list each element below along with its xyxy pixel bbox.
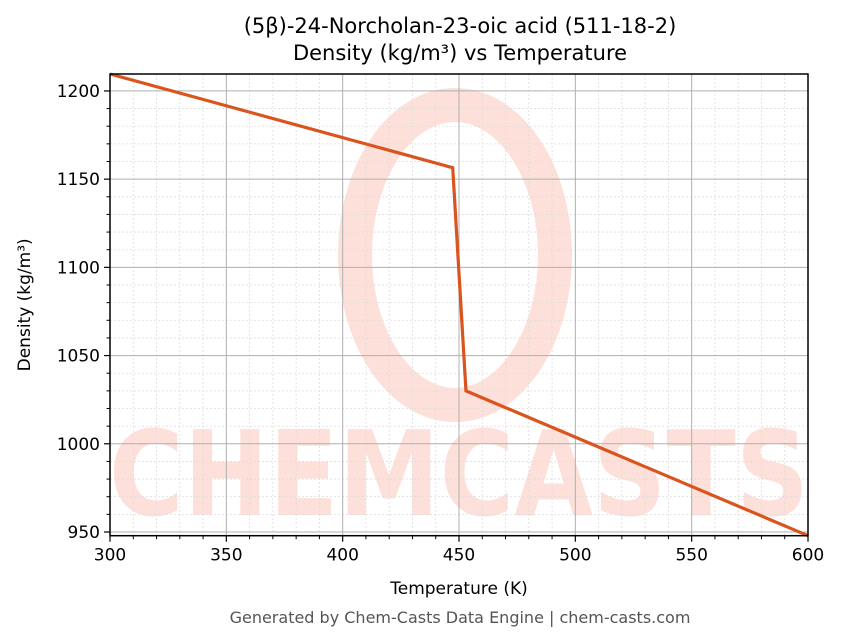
- chart-subtitle: Density (kg/m³) vs Temperature: [292, 41, 628, 65]
- y-tick-labels: 950 1000 1050 1100 1150 1200: [57, 82, 100, 543]
- y-tick-label: 950: [68, 523, 100, 543]
- y-tick-label: 1050: [57, 347, 100, 367]
- y-tick-label: 1100: [57, 258, 100, 278]
- chart-title: (5β)-24-Norcholan-23-oic acid (511-18-2): [243, 14, 677, 38]
- y-tick-label: 1200: [57, 82, 100, 102]
- x-tick-label: 600: [792, 546, 824, 566]
- watermark-ring: [338, 88, 572, 422]
- y-axis-label: Density (kg/m³): [15, 238, 35, 371]
- x-tick-label: 400: [326, 546, 358, 566]
- data-series: [109, 72, 809, 538]
- y-tick-label: 1000: [57, 435, 100, 455]
- x-tick-label: 300: [94, 546, 126, 566]
- x-axis-label: Temperature (K): [389, 579, 528, 599]
- y-tick-label: 1150: [57, 170, 100, 190]
- x-tick-labels: 300 350 400 450 500 550 600: [94, 546, 824, 566]
- x-tick-label: 450: [443, 546, 475, 566]
- x-tick-label: 350: [210, 546, 242, 566]
- x-tick-label: 550: [675, 546, 707, 566]
- x-tick-label: 500: [559, 546, 591, 566]
- axis-ticks: [104, 90, 809, 542]
- density-line: [109, 72, 809, 538]
- footer-credit: Generated by Chem-Casts Data Engine | ch…: [229, 608, 691, 627]
